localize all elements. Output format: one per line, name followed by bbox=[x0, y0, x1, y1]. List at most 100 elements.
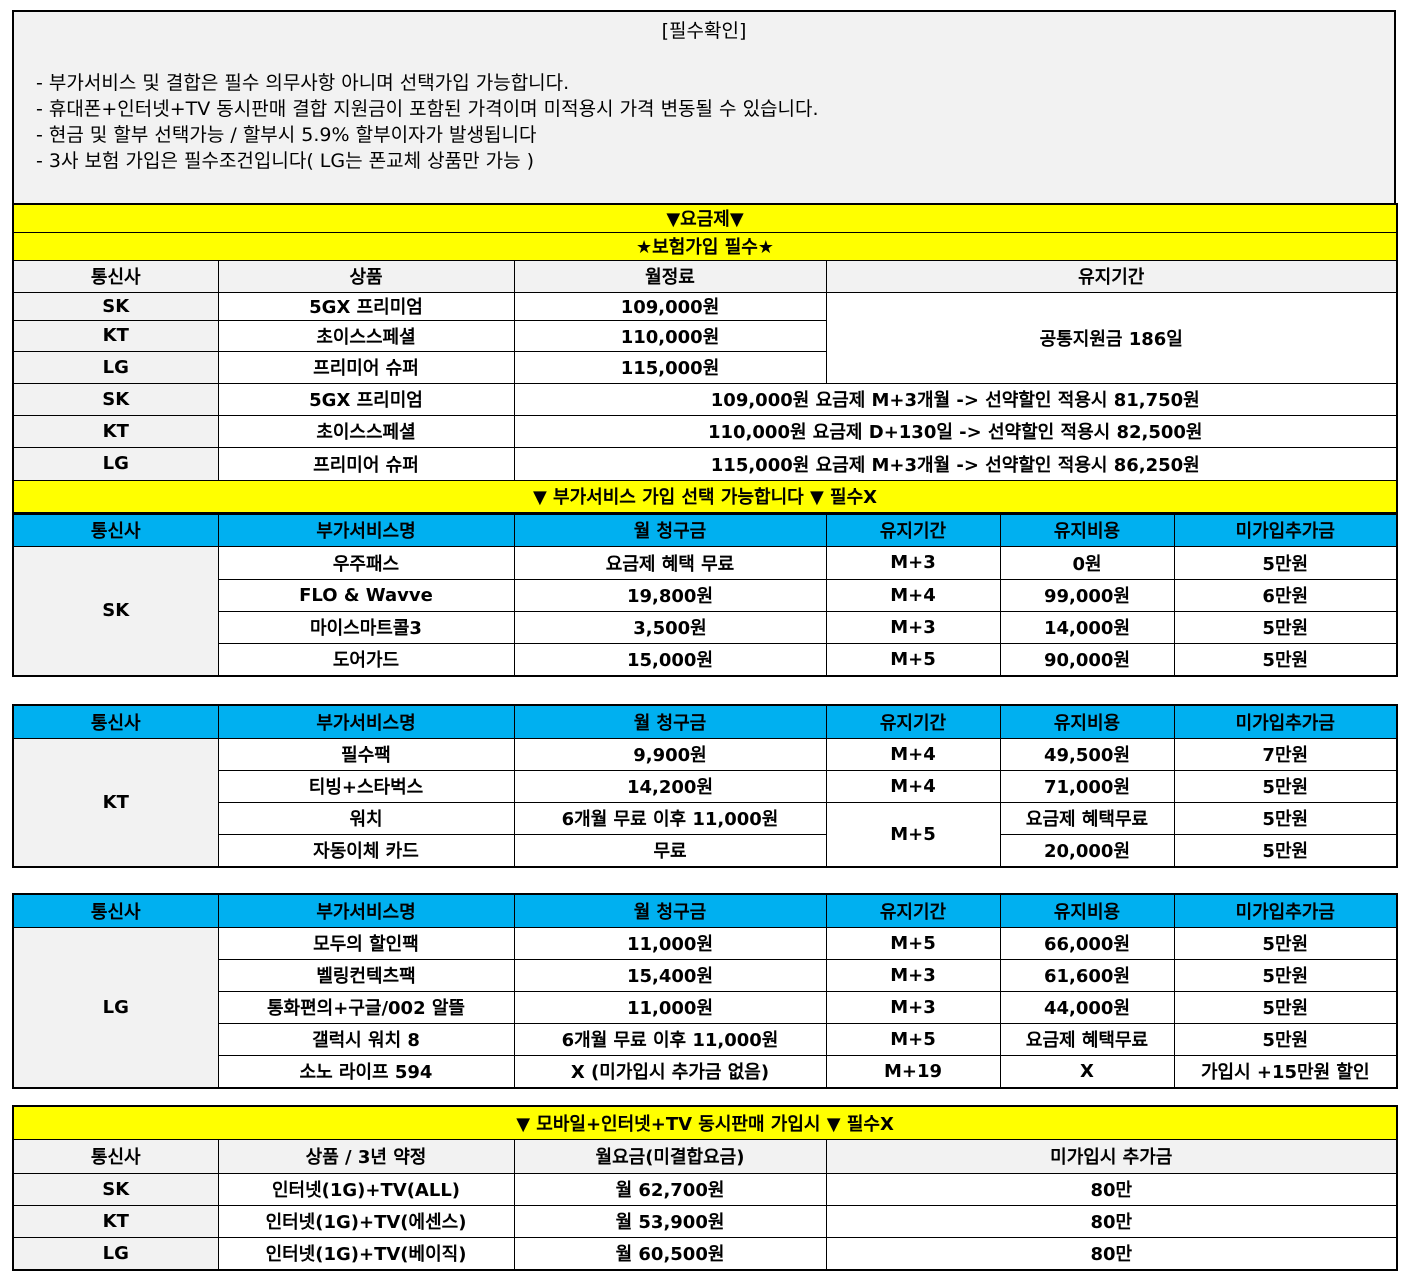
cell: 14,000원 bbox=[999, 610, 1175, 644]
cell: 월 53,900원 bbox=[513, 1204, 827, 1238]
product-cell: 초이스스페셜 bbox=[217, 414, 515, 448]
product-cell: 초이스스페셜 bbox=[217, 319, 515, 352]
cell: 0원 bbox=[999, 545, 1175, 580]
cell: M+5 bbox=[825, 801, 1001, 868]
cell: 14,200원 bbox=[513, 769, 827, 803]
lg-addons-table: 통신사 부가서비스명 월 청구금 유지기간 유지비용 미가입추가금 LG 모두의… bbox=[12, 893, 1398, 1089]
header-cell: 월정료 bbox=[513, 259, 827, 293]
table-row: 벨링컨텍츠팩 15,400원 M+3 61,600원 5만원 bbox=[13, 958, 1398, 992]
discount-note: 115,000원 요금제 M+3개월 -> 선약할인 적용시 86,250원 bbox=[513, 446, 1398, 481]
cell: FLO & Wavve bbox=[217, 578, 515, 612]
notice-box: [필수확인] - 부가서비스 및 결합은 필수 의무사항 아니며 선택가입 가능… bbox=[12, 10, 1396, 204]
header-cell: 유지기간 bbox=[825, 513, 1001, 547]
notice-line: - 휴대폰+인터넷+TV 동시판매 결합 지원금이 포함된 가격이며 미적용시 … bbox=[36, 98, 819, 120]
bundle-table: ▼ 모바일+인터넷+TV 동시판매 가입시 ▼ 필수X 통신사 상품 / 3년 … bbox=[12, 1105, 1399, 1271]
cell: 19,800원 bbox=[513, 578, 827, 612]
cell: M+3 bbox=[825, 545, 1001, 580]
cell: 6개월 무료 이후 11,000원 bbox=[513, 801, 827, 835]
cell: 소노 라이프 594 bbox=[217, 1054, 515, 1089]
cell: 66,000원 bbox=[999, 926, 1175, 960]
plans-banner: ▼요금제▼ bbox=[12, 203, 1398, 233]
notice-line: - 현금 및 할부 선택가능 / 할부시 5.9% 할부이자가 발생됩니다 bbox=[36, 124, 537, 146]
cell: 3,500원 bbox=[513, 610, 827, 644]
header-cell: 부가서비스명 bbox=[217, 704, 515, 739]
cell: M+3 bbox=[825, 610, 1001, 644]
cell: 모두의 할인팩 bbox=[217, 926, 515, 960]
cell: 인터넷(1G)+TV(ALL) bbox=[217, 1172, 515, 1206]
cell: 5만원 bbox=[1173, 1022, 1398, 1056]
header-cell: 부가서비스명 bbox=[217, 513, 515, 547]
carrier-cell: KT bbox=[12, 1204, 219, 1238]
cell: 요금제 혜택무료 bbox=[999, 801, 1175, 835]
table-row: SK 5GX 프리미엄 109,000원 요금제 M+3개월 -> 선약할인 적… bbox=[12, 382, 1398, 416]
discount-note: 109,000원 요금제 M+3개월 -> 선약할인 적용시 81,750원 bbox=[513, 382, 1398, 416]
table-row: SK 인터넷(1G)+TV(ALL) 월 62,700원 80만 bbox=[12, 1172, 1398, 1206]
cell: 15,000원 bbox=[513, 642, 827, 677]
cell: 7만원 bbox=[1173, 737, 1398, 771]
header-cell: 미가입시 추가금 bbox=[825, 1138, 1398, 1174]
table-row: LG 프리미어 슈퍼 115,000원 bbox=[12, 350, 1397, 384]
cell: 5만원 bbox=[1173, 926, 1398, 960]
notice-line: - 3사 보험 가입은 필수조건입니다( LG는 폰교체 상품만 가능 ) bbox=[36, 150, 534, 172]
table-row: 마이스마트콜3 3,500원 M+3 14,000원 5만원 bbox=[13, 610, 1398, 644]
cell: 티빙+스타벅스 bbox=[217, 769, 515, 803]
table-row: LG 인터넷(1G)+TV(베이직) 월 60,500원 80만 bbox=[12, 1236, 1398, 1271]
fee-cell: 109,000원 bbox=[513, 291, 827, 321]
cell: 자동이체 카드 bbox=[217, 833, 515, 868]
cell: 월 62,700원 bbox=[513, 1172, 827, 1206]
cell: 5만원 bbox=[1173, 990, 1398, 1024]
header-cell: 통신사 bbox=[12, 513, 219, 547]
cell: 9,900원 bbox=[513, 737, 827, 771]
cell: 6만원 bbox=[1173, 578, 1398, 612]
carrier-cell: LG bbox=[12, 926, 219, 1089]
bundle-banner: ▼ 모바일+인터넷+TV 동시판매 가입시 ▼ 필수X bbox=[12, 1105, 1398, 1140]
cell: 80만 bbox=[825, 1172, 1398, 1206]
header-cell: 부가서비스명 bbox=[217, 893, 515, 928]
cell: 벨링컨텍츠팩 bbox=[217, 958, 515, 992]
cell: 6개월 무료 이후 11,000원 bbox=[513, 1022, 827, 1056]
table-row: KT 인터넷(1G)+TV(에센스) 월 53,900원 80만 bbox=[12, 1204, 1398, 1238]
header-cell: 월 청구금 bbox=[513, 704, 827, 739]
header-cell: 미가입추가금 bbox=[1173, 893, 1398, 928]
cell: 49,500원 bbox=[999, 737, 1175, 771]
table-row: 통화편의+구글/002 알뜰 11,000원 M+3 44,000원 5만원 bbox=[13, 990, 1398, 1024]
carrier-cell: KT bbox=[12, 737, 219, 868]
plans-table: ▼요금제▼ ★보험가입 필수★ 통신사 상품 월정료 유지기간 SK 5GX 프… bbox=[12, 203, 1398, 514]
product-cell: 5GX 프리미엄 bbox=[217, 382, 515, 416]
cell: 44,000원 bbox=[999, 990, 1175, 1024]
carrier-cell: SK bbox=[12, 382, 219, 416]
table-row: SK 우주패스 요금제 혜택 무료 M+3 0원 5만원 bbox=[12, 545, 1398, 677]
header-cell: 월 청구금 bbox=[513, 513, 827, 547]
carrier-cell: SK bbox=[12, 545, 219, 677]
cell: 5만원 bbox=[1173, 801, 1398, 835]
cell: 99,000원 bbox=[999, 578, 1175, 612]
header-cell: 통신사 bbox=[12, 704, 219, 739]
cell: 90,000원 bbox=[999, 642, 1175, 677]
cell: M+5 bbox=[825, 926, 1001, 960]
table-row: LG 모두의 할인팩 11,000원 M+5 66,000원 5만원 bbox=[12, 926, 1398, 1089]
cell: M+4 bbox=[825, 737, 1001, 771]
notice-title: [필수확인] bbox=[661, 20, 747, 42]
sk-addons-table: 통신사 부가서비스명 월 청구금 유지기간 유지비용 미가입추가금 SK 우주패… bbox=[12, 513, 1398, 677]
cell: 요금제 혜택무료 bbox=[999, 1022, 1175, 1056]
header-cell: 상품 / 3년 약정 bbox=[217, 1138, 515, 1174]
kt-addons-table: 통신사 부가서비스명 월 청구금 유지기간 유지비용 미가입추가금 KT 필수팩… bbox=[12, 704, 1398, 868]
table-row: 자동이체 카드 무료 20,000원 5만원 bbox=[13, 833, 1398, 868]
header-cell: 유지기간 bbox=[825, 893, 1001, 928]
table-row: LG 프리미어 슈퍼 115,000원 요금제 M+3개월 -> 선약할인 적용… bbox=[12, 446, 1398, 481]
cell: 요금제 혜택 무료 bbox=[513, 545, 827, 580]
product-cell: 프리미어 슈퍼 bbox=[217, 350, 515, 384]
notice-line: - 부가서비스 및 결합은 필수 의무사항 아니며 선택가입 가능합니다. bbox=[36, 72, 570, 94]
cell: 필수팩 bbox=[217, 737, 515, 771]
cell: 5만원 bbox=[1173, 642, 1398, 677]
table-row: SK 5GX 프리미엄 109,000원 공통지원금 186일 bbox=[12, 291, 1398, 384]
carrier-cell: SK bbox=[12, 291, 219, 321]
table-row: 도어가드 15,000원 M+5 90,000원 5만원 bbox=[13, 642, 1398, 677]
cell: 71,000원 bbox=[999, 769, 1175, 803]
cell: 80만 bbox=[825, 1236, 1398, 1271]
cell: 5만원 bbox=[1173, 769, 1398, 803]
header-cell: 월 청구금 bbox=[513, 893, 827, 928]
table-header: 통신사 부가서비스명 월 청구금 유지기간 유지비용 미가입추가금 bbox=[12, 704, 1398, 739]
cell: 5만원 bbox=[1173, 833, 1398, 868]
cell: 갤럭시 워치 8 bbox=[217, 1022, 515, 1056]
